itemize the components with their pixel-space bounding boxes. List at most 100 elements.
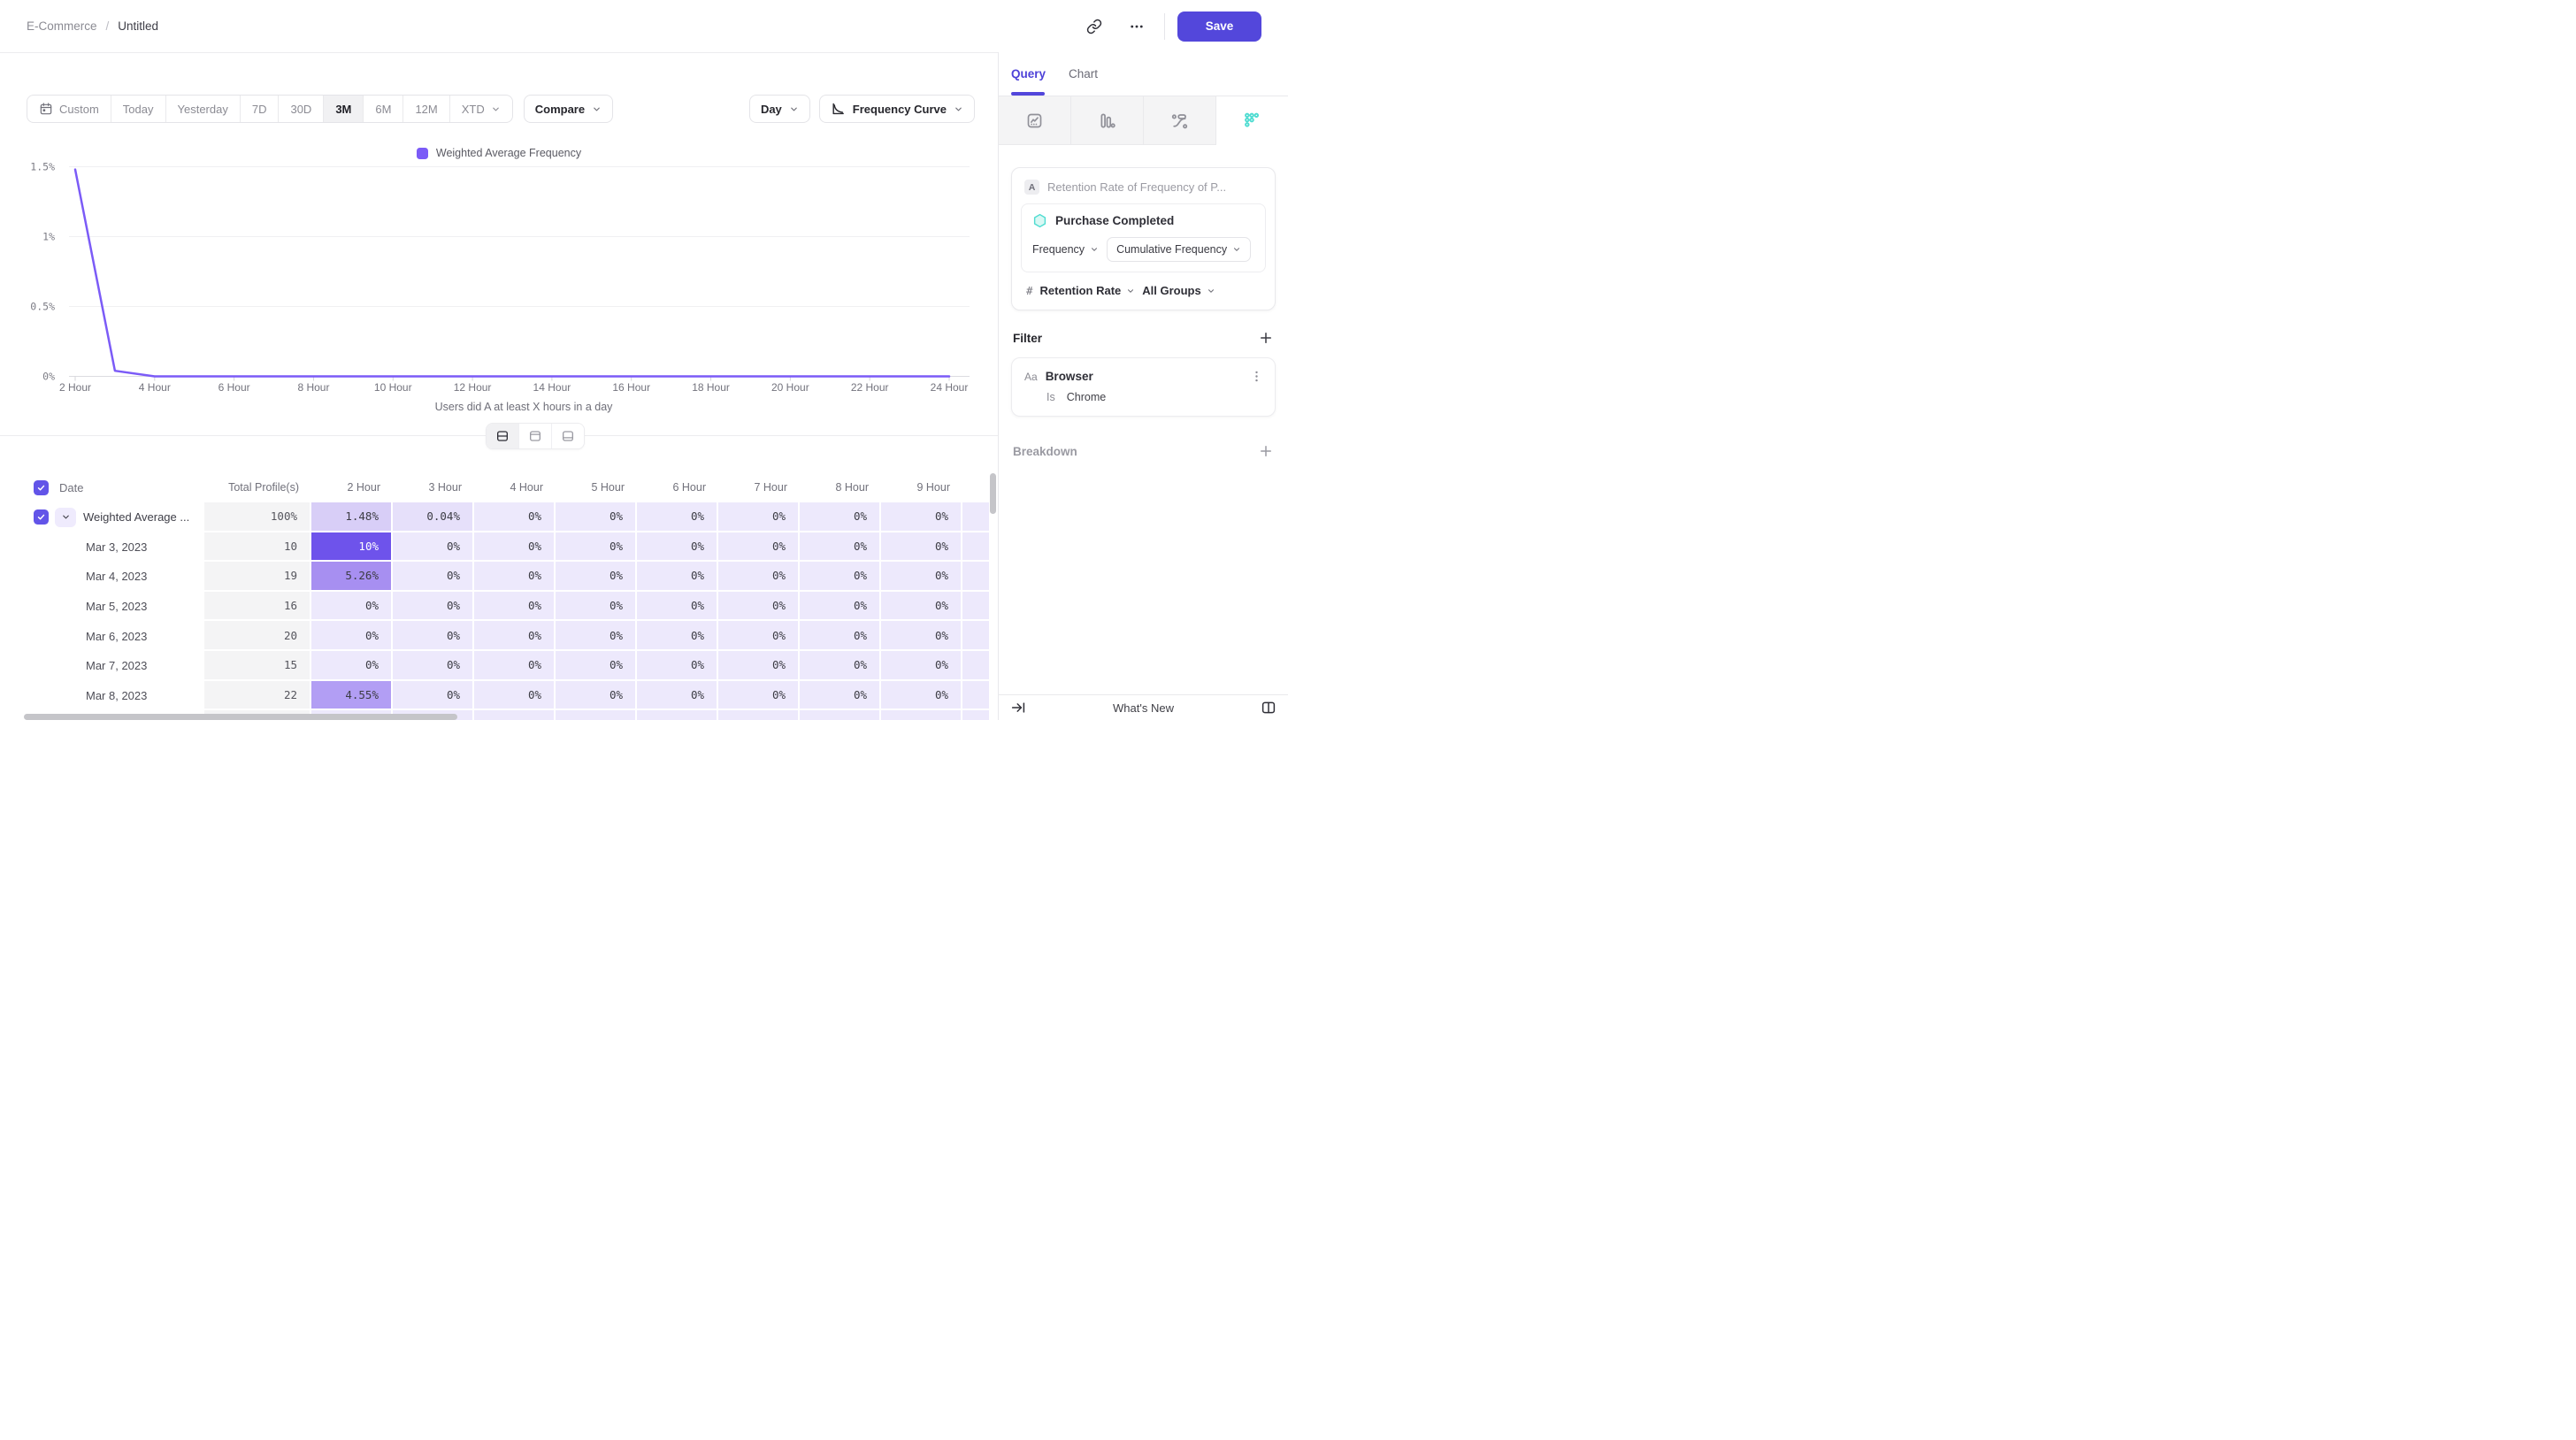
total-profiles-cell[interactable]: 19	[204, 562, 311, 592]
retention-cell[interactable]: 10%	[311, 532, 393, 563]
retention-cell[interactable]: 4.55%	[311, 680, 393, 711]
retention-cell[interactable]: 0%	[393, 680, 474, 711]
tab-chart[interactable]: Chart	[1069, 67, 1099, 80]
retention-cell[interactable]: 0%	[556, 650, 637, 681]
row-checkbox[interactable]	[34, 479, 49, 495]
chart-style-dropdown[interactable]: Frequency Curve	[818, 95, 975, 123]
retention-cell[interactable]	[962, 502, 989, 532]
retention-cell[interactable]: 0%	[474, 532, 556, 563]
retention-cell[interactable]: 0%	[556, 562, 637, 592]
filter-value[interactable]: Chrome	[1066, 391, 1107, 403]
range-xtd[interactable]: XTD	[448, 96, 512, 122]
layout-table-only-button[interactable]	[551, 424, 584, 448]
retention-cell[interactable]: 0%	[881, 680, 962, 711]
range-yesterday[interactable]: Yesterday	[165, 96, 240, 122]
share-link-button[interactable]	[1081, 13, 1108, 40]
retention-cell[interactable]: 0%	[881, 650, 962, 681]
filter-operator[interactable]: Is	[1046, 391, 1055, 403]
retention-cell[interactable]: 0%	[393, 650, 474, 681]
retention-cell[interactable]: 0%	[637, 591, 718, 622]
retention-cell[interactable]: 0%	[800, 562, 881, 592]
retention-cell[interactable]: 0%	[800, 532, 881, 563]
retention-cell[interactable]: 0%	[556, 621, 637, 651]
retention-cell[interactable]	[962, 591, 989, 622]
report-type-retention[interactable]	[1216, 96, 1288, 145]
range-6m[interactable]: 6M	[363, 96, 402, 122]
frequency-curve-chart[interactable]: 0% 0.5% 1% 1.5% 2 Hour 4 Hour 6 Hour 8 Hour 10 H…	[0, 158, 998, 441]
range-custom[interactable]: Custom	[27, 96, 111, 122]
retention-cell[interactable]: 0%	[474, 650, 556, 681]
retention-cell[interactable]: 0%	[637, 532, 718, 563]
retention-cell[interactable]: 0%	[718, 502, 800, 532]
event-row[interactable]: Purchase Completed	[1022, 204, 1265, 236]
retention-cell[interactable]: 0%	[881, 591, 962, 622]
range-3m[interactable]: 3M	[323, 96, 364, 122]
retention-cell[interactable]: 0%	[718, 591, 800, 622]
total-profiles-cell[interactable]: 10	[204, 532, 311, 563]
retention-cell[interactable]: 0%	[718, 680, 800, 711]
layout-chart-only-button[interactable]	[518, 424, 551, 448]
retention-cell[interactable]: 0%	[393, 621, 474, 651]
range-7d[interactable]: 7D	[239, 96, 279, 122]
retention-cell[interactable]: 0%	[718, 621, 800, 651]
retention-cell[interactable]: 0%	[556, 502, 637, 532]
total-profiles-cell[interactable]: 20	[204, 621, 311, 651]
retention-cell[interactable]: 0%	[881, 562, 962, 592]
retention-cell[interactable]: 0%	[474, 502, 556, 532]
retention-cell[interactable]: 0%	[718, 532, 800, 563]
measure-dropdown[interactable]: Retention Rate	[1040, 284, 1136, 297]
retention-cell[interactable]	[962, 650, 989, 681]
chart-legend[interactable]: Weighted Average Frequency	[0, 147, 998, 159]
compare-button[interactable]: Compare	[523, 95, 614, 123]
retention-cell[interactable]: 0%	[881, 621, 962, 651]
retention-cell[interactable]: 0%	[637, 621, 718, 651]
groups-dropdown[interactable]: All Groups	[1142, 284, 1215, 297]
range-12m[interactable]: 12M	[402, 96, 448, 122]
range-30d[interactable]: 30D	[278, 96, 323, 122]
more-options-button[interactable]	[1123, 13, 1150, 40]
add-filter-button[interactable]	[1258, 330, 1274, 346]
report-type-insights[interactable]	[999, 96, 1071, 145]
retention-cell[interactable]: 0%	[718, 562, 800, 592]
retention-cell[interactable]: 0%	[800, 680, 881, 711]
total-profiles-cell[interactable]: 15	[204, 650, 311, 681]
tab-query[interactable]: Query	[1011, 67, 1046, 80]
report-type-flows[interactable]	[1144, 96, 1216, 145]
retention-cell[interactable]: 0%	[637, 562, 718, 592]
retention-cell[interactable]: 0%	[311, 621, 393, 651]
retention-cell[interactable]: 0%	[556, 532, 637, 563]
kebab-menu-icon[interactable]	[1249, 369, 1264, 384]
retention-cell[interactable]: 0%	[474, 680, 556, 711]
retention-cell[interactable]: 0%	[393, 591, 474, 622]
retention-cell[interactable]: 0%	[800, 591, 881, 622]
retention-cell[interactable]	[962, 562, 989, 592]
retention-cell[interactable]: 0%	[393, 562, 474, 592]
total-profiles-cell[interactable]: 100%	[204, 502, 311, 532]
breadcrumb-project[interactable]: E-Commerce	[27, 19, 97, 33]
frequency-dropdown[interactable]: Frequency	[1032, 243, 1099, 256]
total-profiles-cell[interactable]: 16	[204, 591, 311, 622]
add-breakdown-button[interactable]	[1258, 443, 1274, 459]
total-profiles-cell[interactable]: 22	[204, 680, 311, 711]
cumulative-frequency-dropdown[interactable]: Cumulative Frequency	[1107, 237, 1252, 262]
retention-cell[interactable]: 0%	[556, 680, 637, 711]
retention-cell[interactable]: 0%	[393, 532, 474, 563]
retention-cell[interactable]: 0%	[637, 680, 718, 711]
retention-cell[interactable]: 0%	[637, 502, 718, 532]
filter-property-row[interactable]: Aa Browser	[1012, 358, 1275, 387]
range-today[interactable]: Today	[110, 96, 165, 122]
retention-cell[interactable]: 0%	[800, 621, 881, 651]
expand-row-button[interactable]	[55, 507, 76, 527]
query-series-row[interactable]: A Retention Rate of Frequency of P...	[1012, 168, 1275, 203]
retention-cell[interactable]: 0%	[800, 502, 881, 532]
retention-cell[interactable]: 0%	[474, 562, 556, 592]
retention-cell[interactable]: 0%	[311, 650, 393, 681]
breadcrumb-title[interactable]: Untitled	[118, 19, 159, 33]
layout-split-view-button[interactable]	[487, 424, 518, 448]
collapse-panel-icon[interactable]	[1010, 700, 1026, 716]
retention-cell[interactable]: 0%	[311, 591, 393, 622]
retention-cell[interactable]: 0%	[474, 621, 556, 651]
save-button[interactable]: Save	[1177, 11, 1261, 42]
retention-cell[interactable]: 0%	[881, 502, 962, 532]
vertical-scrollbar[interactable]	[990, 473, 996, 514]
